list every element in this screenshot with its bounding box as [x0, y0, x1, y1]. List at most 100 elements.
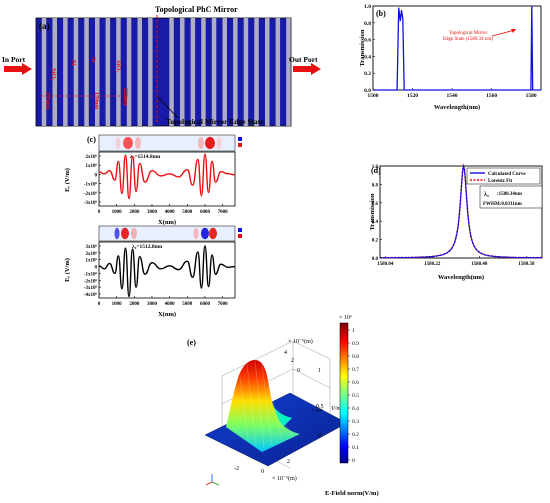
phc-ridge — [41, 18, 47, 126]
y-tick-label: 0.2 — [364, 71, 371, 77]
phc-ridge — [105, 18, 111, 126]
field-map-top-legend-red — [238, 143, 242, 147]
panel-c: (c) λ₀=1514.8nm 0 1000 2000 3000 4000 5000 600… — [64, 134, 242, 318]
panel-e: (e) × 10⁻⁶(m) 4 2 0 1 — [187, 315, 379, 497]
panel-e-y-tick-2: 2 — [291, 358, 294, 364]
phc-ridge — [190, 18, 196, 126]
phc-ridge — [275, 18, 281, 126]
field-map-bottom-spots — [114, 227, 217, 240]
panel-e-surface-mesh — [239, 359, 293, 449]
panel-c-bottom-xlabel: X(nm) — [158, 311, 176, 318]
panel-e-y-exp: × 10⁻⁶(m) — [288, 338, 313, 345]
field-map-spot — [131, 227, 137, 240]
phc-ridge — [116, 18, 121, 126]
panel-b-annotation-arrow — [491, 29, 516, 37]
panel-b-xlabel: Wavelength(nm) — [434, 104, 480, 111]
panel-c-top-xlabel: X(nm) — [158, 219, 176, 226]
x-tick-label: 5000 — [182, 210, 193, 215]
y-tick-label: 0.8 — [364, 21, 371, 27]
field-map-spot — [216, 136, 222, 150]
panel-e-z-unit: V/m — [331, 406, 341, 412]
panel-d-frame — [379, 165, 543, 259]
field-map-spot — [123, 136, 133, 150]
panel-e-axis-triad — [205, 474, 220, 486]
x-tick-label: 4000 — [165, 302, 176, 307]
legend-calculated-label: Calculated Curve — [488, 172, 526, 177]
colorbar-tick-label: 0.2 — [352, 432, 359, 438]
colorbar-tick-label: 0.6 — [352, 380, 359, 386]
dim-label-150: 150nm — [93, 92, 99, 109]
colorbar-title: E-Field norm(V/m) — [325, 490, 379, 497]
panel-b-annotation-1: Topological Mirror — [449, 31, 488, 36]
phc-ridge — [180, 18, 185, 126]
y-tick-label: -2x10⁶ — [84, 191, 98, 197]
panel-c-bottom-ylabel: Eᵣ (V/m) — [64, 258, 71, 282]
y-tick-label: -3x10⁶ — [84, 200, 98, 206]
y-tick-label: -3x10⁶ — [84, 285, 98, 291]
field-map-spot — [205, 136, 215, 150]
panel-c-top-frame — [98, 151, 236, 207]
phc-ridge — [243, 18, 249, 126]
colorbar-tick-label: 0.3 — [352, 419, 359, 425]
panel-e-x-tick-neg2: -2 — [234, 466, 239, 472]
panel-d-lambda-value: :1580.34nm — [497, 192, 523, 197]
field-map-bottom-legend-blue — [238, 228, 242, 232]
panel-b: (b) 1500 1520 1540 1560 15800.00.20.40.60.81… — [359, 4, 542, 111]
y-tick-label: 0.8 — [372, 183, 379, 188]
phc-ridge — [211, 18, 217, 126]
out-port-label: Out Port — [289, 55, 318, 64]
y-tick-label: 0.0 — [372, 257, 379, 262]
panel-c-label: (c) — [87, 135, 96, 144]
colorbar-tick-label: 0.9 — [352, 341, 359, 347]
colorbar-tick-label: 0.1 — [352, 445, 359, 451]
field-map-spot — [193, 227, 199, 240]
panel-c-top-ylabel: Eᵣ (V/m) — [64, 168, 71, 192]
x-tick-label: 5000 — [182, 302, 193, 307]
field-map-spot — [115, 136, 121, 150]
panel-c-bottom-field-curve — [98, 245, 236, 298]
panel-d-xlabel: Wavelength(nm) — [438, 274, 484, 281]
x-tick-label: 0 — [98, 302, 101, 307]
panel-d: (d) 1580.04 1580.22 1580.40 1580.58 0.0 0.2 0.… — [369, 163, 543, 281]
dim-label-220: 220nm — [122, 88, 128, 105]
dim-label-275: 275nm — [44, 92, 50, 109]
edge-state-label: Topological Mirror Edge State — [166, 117, 264, 126]
photonic-crystal-substrate — [35, 17, 292, 127]
y-tick-label: 0.0 — [364, 88, 371, 94]
x-tick-label: 1580.22 — [424, 262, 441, 267]
colorbar-tick-label: 1 — [352, 328, 355, 334]
layer-label-si-left: Si — [70, 60, 77, 66]
x-tick-label: 1000 — [112, 210, 123, 215]
colorbar-tick-label: 0.4 — [352, 406, 359, 412]
y-tick-label: 3x10⁶ — [86, 244, 98, 250]
legend-lorentz-label: Lorentz Fit — [488, 179, 513, 184]
panel-b-label: (b) — [376, 9, 386, 18]
panel-e-z-tick-0: 0 — [318, 433, 321, 439]
x-tick-label: 7000 — [218, 302, 229, 307]
panel-e-z-exp: × 10⁶ — [311, 408, 323, 414]
layer-label-sio2-right: SiO₂ — [115, 60, 122, 72]
mirror-title: Topological PhC Mirror — [155, 5, 238, 14]
panel-c-bottom-axes: 0 1000 2000 3000 4000 5000 6000 7000 3x10⁶2x10⁶1… — [84, 244, 228, 307]
panel-d-info-box — [479, 185, 543, 209]
field-map-spot — [201, 227, 209, 240]
x-tick-label: 7000 — [218, 210, 229, 215]
phc-ridge — [95, 18, 100, 126]
layer-label-si-right: Si — [90, 57, 97, 63]
field-map-top-legend-blue — [238, 137, 242, 141]
panel-e-z-tick-05: 0.5 — [316, 404, 324, 410]
panel-e-main-peak — [226, 360, 300, 452]
y-tick-label: 1.0 — [364, 4, 371, 10]
panel-c-top-axes: 0 1000 2000 3000 4000 5000 6000 7000 2x10⁶ 1x10⁶ 0… — [84, 154, 228, 215]
phc-ridge — [201, 18, 206, 126]
panel-b-arrowhead — [511, 29, 516, 33]
y-tick-label: 0.2 — [372, 239, 379, 244]
colorbar-tick-label: 0.8 — [352, 354, 359, 360]
phc-ridge — [222, 18, 227, 126]
phc-ridge — [148, 18, 153, 126]
phc-ridge — [137, 18, 142, 126]
field-map-bottom-legend-red — [238, 234, 242, 238]
y-tick-label: 0.4 — [364, 54, 371, 60]
phc-ridge — [233, 18, 238, 126]
